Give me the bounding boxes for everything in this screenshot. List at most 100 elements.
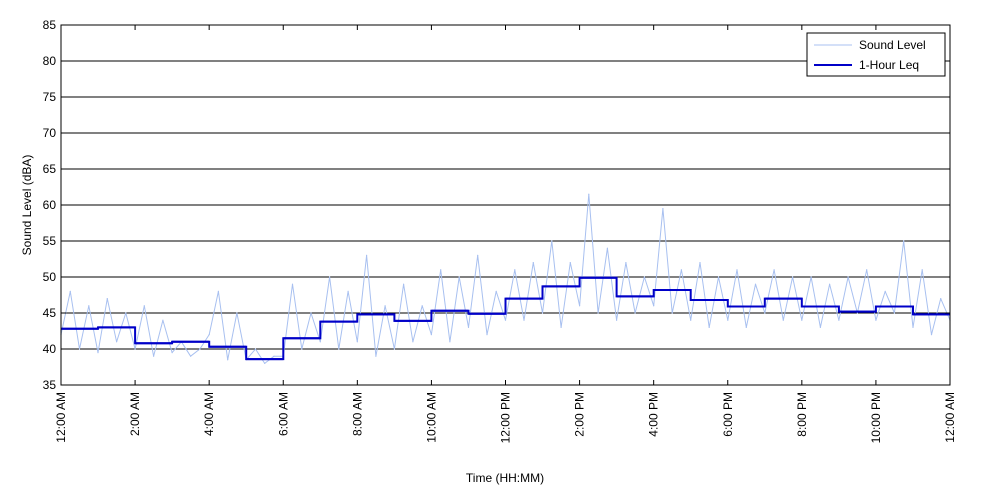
y-tick-label: 55 (43, 234, 57, 248)
sound-level-point (875, 319, 877, 321)
x-tick-label: 12:00 AM (943, 392, 957, 443)
sound-level-point (338, 348, 340, 350)
x-axis: 12:00 AM 2:00 AM 4:00 AM 6:00 AM 8:00 AM 10:0… (54, 25, 957, 443)
sound-level-point (254, 348, 257, 350)
sound-level-point (541, 312, 544, 314)
y-tick-label: 50 (43, 270, 57, 284)
sound-level-point (291, 283, 294, 285)
sound-level-point (514, 269, 516, 271)
x-tick-label: 6:00 AM (276, 392, 290, 436)
sound-level-point (597, 312, 599, 314)
sound-level-point (893, 312, 896, 314)
legend-label-sound-level: Sound Level (859, 38, 926, 52)
y-tick-label: 85 (43, 18, 57, 32)
x-tick-label: 2:00 PM (573, 392, 587, 437)
leq-series (61, 276, 950, 361)
x-tick-label: 4:00 AM (202, 392, 216, 436)
x-tick-label: 6:00 PM (721, 392, 735, 437)
sound-level-point (393, 348, 395, 350)
sound-level-point (199, 348, 201, 350)
sound-level-point (171, 352, 173, 354)
x-tick-label: 12:00 AM (54, 392, 68, 443)
x-tick-label: 4:00 PM (647, 392, 661, 437)
sound-level-point (236, 312, 238, 314)
sound-level-point (579, 305, 581, 307)
sound-level-point (227, 359, 229, 361)
x-tick-label: 2:00 AM (128, 392, 142, 436)
sound-level-point (690, 319, 692, 321)
sound-level-point (912, 326, 914, 328)
sound-level-point (829, 283, 831, 285)
sound-level-point (78, 348, 81, 350)
sound-level-point (856, 312, 859, 314)
sound-level-point (606, 247, 609, 249)
sound-level-point (134, 348, 136, 350)
sound-level-point (625, 262, 627, 264)
sound-level-point (569, 262, 571, 264)
sound-level-point (412, 341, 414, 343)
sound-level-point (356, 341, 358, 343)
sound-level-point (273, 355, 275, 357)
x-tick-label: 10:00 AM (424, 392, 438, 443)
legend-label-leq: 1-Hour Leq (859, 58, 919, 72)
sound-level-series (60, 193, 951, 364)
sound-level-point (217, 290, 219, 292)
sound-level-point (810, 276, 812, 278)
sound-level-point (838, 319, 840, 321)
y-tick-label: 80 (43, 54, 57, 68)
sound-level-point (106, 298, 108, 300)
y-tick-label: 60 (43, 198, 57, 212)
sound-level-point (162, 319, 164, 321)
sound-level-point (190, 355, 192, 357)
sound-level-point (69, 290, 71, 292)
sound-level-point (551, 240, 553, 242)
y-tick-label: 70 (43, 126, 57, 140)
sound-level-point (440, 269, 442, 271)
sound-level-point (643, 276, 646, 278)
sound-level-point (421, 305, 423, 307)
sound-level-point (504, 319, 507, 321)
sound-level-point (301, 348, 303, 350)
sound-level-point (88, 305, 90, 307)
sound-level-point (430, 334, 432, 336)
sound-level-point (143, 305, 145, 307)
sound-level-point (884, 290, 886, 292)
sound-level-point (634, 312, 636, 314)
sound-level-point (366, 254, 368, 256)
legend-box (806, 32, 946, 77)
sound-level-point (495, 290, 497, 292)
y-tick-label: 45 (43, 306, 57, 320)
y-axis-label: Sound Level (dBA) (20, 155, 34, 256)
sound-level-point (375, 355, 377, 357)
sound-level-point (560, 326, 562, 328)
sound-level-point (458, 276, 460, 278)
sound-level-point (467, 326, 470, 328)
x-tick-label: 8:00 AM (350, 392, 364, 436)
sound-level-point (773, 269, 775, 271)
x-tick-label: 12:00 PM (499, 392, 513, 443)
sound-level-point (847, 276, 849, 278)
sound-level-point (662, 208, 664, 210)
sound-level-point (125, 312, 127, 314)
sound-level-point (588, 193, 590, 195)
sound-level-point (532, 262, 534, 264)
sound-level-point (616, 319, 618, 321)
sound-level-point (671, 312, 673, 314)
sound-level-point (97, 352, 99, 354)
x-tick-label: 8:00 PM (795, 392, 809, 437)
x-tick-label: 10:00 PM (869, 392, 883, 443)
y-tick-label: 40 (43, 342, 57, 356)
sound-level-point (347, 290, 349, 292)
sound-level-point (329, 276, 331, 278)
y-tick-label: 75 (43, 90, 57, 104)
sound-level-point (680, 269, 683, 271)
sound-level-point (699, 262, 701, 264)
sound-level-point (319, 341, 321, 343)
sound-level-point (717, 276, 720, 278)
sound-level-point (653, 305, 655, 307)
sound-level-point (754, 283, 757, 285)
sound-level-point (116, 341, 118, 343)
legend: Sound Level 1-Hour Leq (806, 32, 946, 77)
sound-level-point (310, 312, 312, 314)
